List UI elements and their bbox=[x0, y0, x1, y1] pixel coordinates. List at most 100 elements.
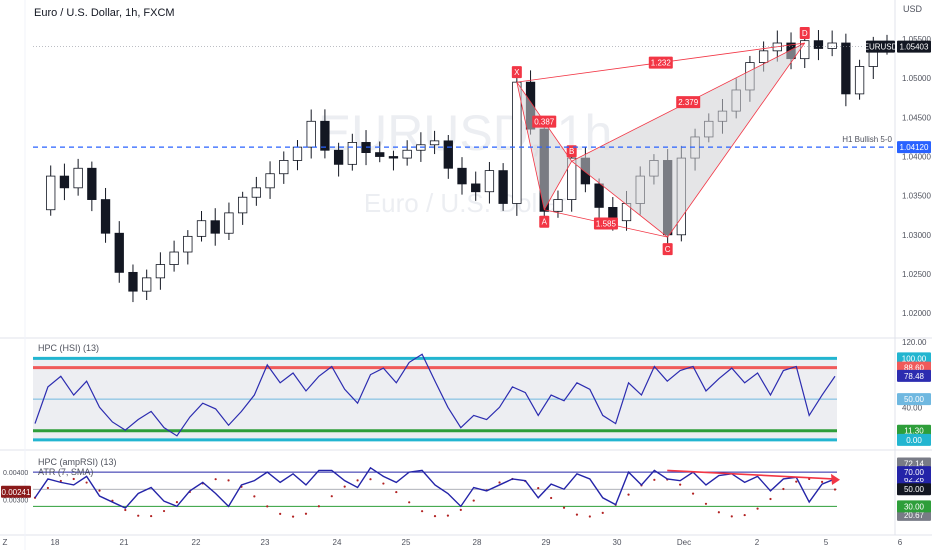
hsi-title: HPC (HSI) (13) bbox=[38, 343, 100, 353]
hsi-level-badge: 0.00 bbox=[906, 436, 922, 445]
hsi-axis-label: 40.00 bbox=[902, 403, 923, 412]
price-tick-label: 1.04000 bbox=[902, 153, 931, 162]
hsi-series-line bbox=[34, 353, 836, 437]
candle-up bbox=[292, 146, 303, 161]
amprsi-axis-badge: 62.26 bbox=[904, 475, 925, 484]
pattern-leg bbox=[667, 42, 806, 238]
atr-dot bbox=[420, 510, 424, 513]
candle-down bbox=[320, 120, 330, 151]
pattern-point-D-bg bbox=[799, 27, 810, 40]
atr-dot bbox=[472, 499, 475, 502]
candle-up bbox=[237, 196, 248, 214]
price-axis-unit: USD bbox=[903, 4, 923, 14]
time-tick-label: Z bbox=[3, 538, 8, 547]
candle-up bbox=[265, 173, 275, 189]
time-tick-label: 21 bbox=[120, 538, 129, 547]
pattern-ratio-bg bbox=[532, 115, 557, 128]
candle-down bbox=[333, 149, 344, 165]
symbol-badge-bg bbox=[866, 40, 895, 53]
hsi-last-badge-bg bbox=[897, 369, 931, 382]
candle-up bbox=[429, 140, 440, 146]
pattern-ratio-bg bbox=[648, 56, 673, 69]
pattern-point-X-bg bbox=[511, 66, 522, 79]
price-tick-label: 1.04500 bbox=[902, 113, 931, 122]
candle-up bbox=[484, 170, 495, 193]
hsi-last-badge: 78.48 bbox=[904, 372, 925, 381]
atr-dot bbox=[356, 479, 359, 482]
atr-dot bbox=[330, 495, 333, 498]
pattern-leg bbox=[571, 160, 668, 238]
hsi-level-badge: 88.60 bbox=[904, 364, 925, 373]
hsi-axis-label: 120.00 bbox=[902, 338, 927, 347]
atr-dot bbox=[408, 501, 411, 504]
atr-dot bbox=[601, 511, 604, 514]
atr-dot bbox=[459, 508, 462, 511]
last-price-badge: 1.05403 bbox=[900, 43, 929, 52]
candle-up bbox=[827, 42, 837, 49]
atr-axis-label: 0.00300 bbox=[3, 497, 28, 504]
candle-up bbox=[402, 149, 412, 159]
price-tick-label: 1.05000 bbox=[902, 74, 931, 83]
atr-dot bbox=[46, 486, 50, 490]
amprsi-level-badge-bg bbox=[897, 466, 931, 479]
atr-dot bbox=[317, 505, 320, 508]
time-tick-label: 5 bbox=[824, 538, 829, 547]
candle-up bbox=[279, 160, 289, 175]
hsi-level-badge-bg bbox=[897, 424, 931, 437]
candle-down bbox=[457, 167, 467, 185]
time-tick-label: 29 bbox=[542, 538, 551, 547]
candle-up bbox=[142, 277, 152, 292]
price-tick-label: 1.02500 bbox=[902, 270, 931, 279]
watermark-name: Euro / U.S. Dollar bbox=[364, 188, 567, 218]
candle-up bbox=[251, 187, 262, 198]
candle-up bbox=[758, 50, 769, 63]
amprsi-level-badge-bg bbox=[897, 500, 931, 513]
amprsi-level-badge-bg bbox=[897, 483, 931, 496]
atr-dot bbox=[395, 490, 398, 494]
atr-dot bbox=[717, 511, 720, 514]
hsi-level-badge-bg bbox=[897, 393, 931, 406]
atr-dot bbox=[304, 512, 308, 515]
time-tick-label: 2 bbox=[755, 538, 760, 547]
amprsi-series-line bbox=[34, 466, 836, 509]
level-line-label: H1 Bullish 5-0 bbox=[842, 135, 892, 144]
time-tick-label: 23 bbox=[261, 538, 270, 547]
atr-dot bbox=[498, 481, 501, 484]
candle-up bbox=[196, 220, 207, 237]
candle-up bbox=[567, 157, 577, 200]
atr-dot bbox=[369, 478, 372, 481]
atr-last-badge-bg bbox=[1, 485, 31, 498]
candle-down bbox=[375, 152, 385, 157]
candle-down bbox=[100, 199, 111, 234]
amprsi-level-badge: 50.00 bbox=[904, 485, 925, 494]
atr-dot bbox=[743, 513, 746, 517]
time-tick-label: 24 bbox=[333, 538, 342, 547]
atr-dot bbox=[820, 480, 824, 483]
atr-dot bbox=[562, 506, 566, 509]
atr-dot bbox=[266, 505, 269, 508]
time-tick-label: 30 bbox=[613, 538, 622, 547]
atr-dot bbox=[691, 492, 695, 495]
atr-dot bbox=[756, 507, 759, 510]
time-tick-label: 18 bbox=[51, 538, 60, 547]
atr-dot bbox=[279, 512, 282, 515]
amprsi-axis-badge: 72.14 bbox=[904, 460, 925, 469]
candle-up bbox=[73, 167, 83, 189]
pattern-point-X: X bbox=[514, 68, 520, 77]
candle-down bbox=[114, 232, 124, 273]
atr-last-badge: 0.00241 bbox=[2, 488, 31, 497]
candle-up bbox=[553, 199, 563, 212]
atr-dot bbox=[730, 515, 733, 518]
pattern-point-A: A bbox=[542, 218, 548, 227]
pattern-point-D: D bbox=[802, 29, 808, 38]
hsi-level-badge-bg bbox=[897, 352, 931, 365]
atr-dot bbox=[175, 501, 179, 504]
candle-up bbox=[224, 212, 234, 234]
hsi-level-badge: 11.30 bbox=[904, 427, 924, 436]
pattern-ratio: 1.585 bbox=[596, 219, 617, 228]
time-tick-label: 6 bbox=[898, 538, 903, 547]
last-price-badge-bg bbox=[897, 40, 931, 53]
candle-down bbox=[594, 183, 604, 208]
